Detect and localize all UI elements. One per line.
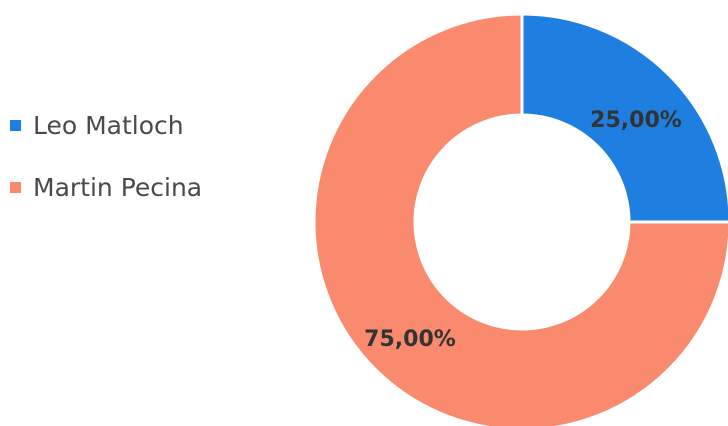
donut-slice-leo-matloch xyxy=(520,12,728,224)
data-label-leo-matloch: 25,00% xyxy=(590,108,682,133)
legend-label-martin-pecina: Martin Pecina xyxy=(33,172,203,202)
legend-swatch-martin-pecina xyxy=(10,181,21,193)
donut-slice-martin-pecina xyxy=(312,12,728,426)
donut-slices xyxy=(312,12,728,426)
data-label-martin-pecina: 75,00% xyxy=(364,327,456,352)
legend-label-leo-matloch: Leo Matloch xyxy=(33,110,184,140)
legend-item-leo-matloch: Leo Matloch xyxy=(10,108,202,142)
chart-legend: Leo Matloch Martin Pecina xyxy=(10,108,202,232)
legend-swatch-leo-matloch xyxy=(10,119,21,131)
legend-item-martin-pecina: Martin Pecina xyxy=(10,170,202,204)
